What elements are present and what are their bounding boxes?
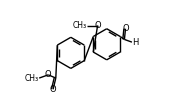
- Text: CH₃: CH₃: [25, 74, 39, 82]
- Text: O: O: [122, 24, 129, 33]
- Text: H: H: [132, 38, 139, 47]
- Text: O: O: [95, 21, 101, 30]
- Text: CH₃: CH₃: [72, 21, 86, 30]
- Text: O: O: [50, 85, 56, 94]
- Text: O: O: [45, 70, 52, 79]
